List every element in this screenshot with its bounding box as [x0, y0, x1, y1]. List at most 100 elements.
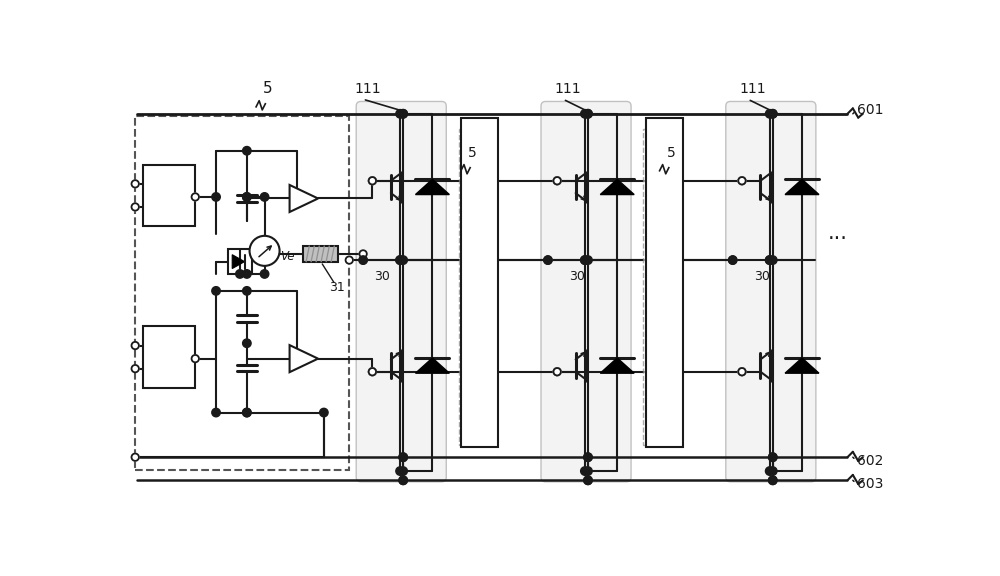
Circle shape	[260, 193, 269, 201]
Circle shape	[359, 250, 367, 257]
Text: 5: 5	[263, 81, 273, 96]
Circle shape	[584, 109, 592, 118]
Polygon shape	[415, 179, 449, 195]
Text: Ve: Ve	[280, 250, 294, 263]
Circle shape	[396, 109, 404, 118]
Text: ...: ...	[828, 223, 848, 243]
Circle shape	[584, 467, 592, 475]
Text: 601: 601	[857, 103, 884, 117]
Circle shape	[584, 453, 592, 461]
Circle shape	[243, 193, 251, 201]
Polygon shape	[785, 358, 819, 373]
Circle shape	[738, 177, 746, 184]
Circle shape	[260, 270, 269, 278]
Circle shape	[765, 109, 774, 118]
Circle shape	[399, 467, 407, 475]
Circle shape	[192, 193, 199, 200]
Circle shape	[581, 256, 589, 264]
Circle shape	[738, 368, 746, 376]
Circle shape	[243, 146, 251, 155]
Bar	[143, 165, 195, 226]
Circle shape	[738, 368, 746, 376]
Circle shape	[243, 339, 251, 347]
Text: 30: 30	[569, 270, 585, 283]
Bar	[461, 118, 498, 447]
Circle shape	[243, 408, 251, 417]
Polygon shape	[232, 255, 245, 268]
Bar	[228, 249, 252, 274]
Circle shape	[236, 270, 244, 278]
Circle shape	[192, 355, 199, 362]
Circle shape	[584, 453, 592, 461]
Circle shape	[399, 109, 407, 118]
Circle shape	[584, 476, 592, 484]
Circle shape	[243, 270, 251, 278]
Polygon shape	[290, 345, 318, 372]
Circle shape	[765, 467, 774, 475]
Circle shape	[553, 177, 561, 184]
Circle shape	[581, 109, 589, 118]
Circle shape	[765, 256, 774, 264]
Circle shape	[765, 256, 774, 264]
Text: 5: 5	[468, 146, 477, 160]
Circle shape	[132, 180, 139, 188]
Polygon shape	[290, 185, 318, 212]
Circle shape	[769, 109, 777, 118]
Circle shape	[544, 256, 552, 264]
Circle shape	[544, 256, 552, 264]
Text: 111: 111	[355, 82, 381, 96]
Circle shape	[359, 256, 367, 264]
Circle shape	[581, 256, 589, 264]
Text: 30: 30	[754, 270, 770, 283]
Circle shape	[132, 453, 139, 461]
Bar	[646, 118, 683, 447]
Circle shape	[399, 256, 407, 264]
Bar	[143, 326, 195, 388]
Circle shape	[399, 453, 407, 461]
Circle shape	[769, 453, 777, 461]
Circle shape	[728, 256, 737, 264]
Circle shape	[243, 408, 251, 417]
Circle shape	[369, 177, 376, 184]
Text: 603: 603	[857, 477, 884, 491]
Polygon shape	[785, 179, 819, 195]
Circle shape	[581, 467, 589, 475]
Circle shape	[243, 287, 251, 295]
Circle shape	[769, 476, 777, 484]
Circle shape	[399, 453, 407, 461]
Circle shape	[399, 476, 407, 484]
Circle shape	[396, 256, 404, 264]
Circle shape	[369, 368, 376, 376]
Circle shape	[769, 453, 777, 461]
Text: 31: 31	[329, 281, 345, 294]
Text: 5: 5	[666, 146, 675, 160]
Polygon shape	[600, 179, 634, 195]
Circle shape	[320, 408, 328, 417]
Circle shape	[132, 203, 139, 211]
Circle shape	[584, 476, 592, 484]
Circle shape	[359, 256, 367, 264]
Bar	[303, 246, 338, 262]
Text: 602: 602	[857, 454, 884, 468]
Circle shape	[212, 193, 220, 201]
Circle shape	[769, 476, 777, 484]
Circle shape	[769, 467, 777, 475]
Circle shape	[212, 408, 220, 417]
Bar	[135, 116, 349, 470]
Circle shape	[243, 193, 251, 201]
Circle shape	[553, 368, 561, 376]
FancyBboxPatch shape	[541, 101, 631, 482]
Text: 111: 111	[555, 82, 581, 96]
Bar	[643, 129, 682, 445]
Text: 111: 111	[740, 82, 766, 96]
Circle shape	[369, 368, 376, 376]
Circle shape	[553, 368, 561, 376]
Circle shape	[584, 256, 592, 264]
Circle shape	[544, 256, 552, 264]
Circle shape	[250, 236, 280, 266]
Circle shape	[369, 177, 376, 184]
Circle shape	[769, 256, 777, 264]
Circle shape	[396, 256, 404, 264]
Text: 30: 30	[374, 270, 390, 283]
Circle shape	[729, 256, 736, 264]
